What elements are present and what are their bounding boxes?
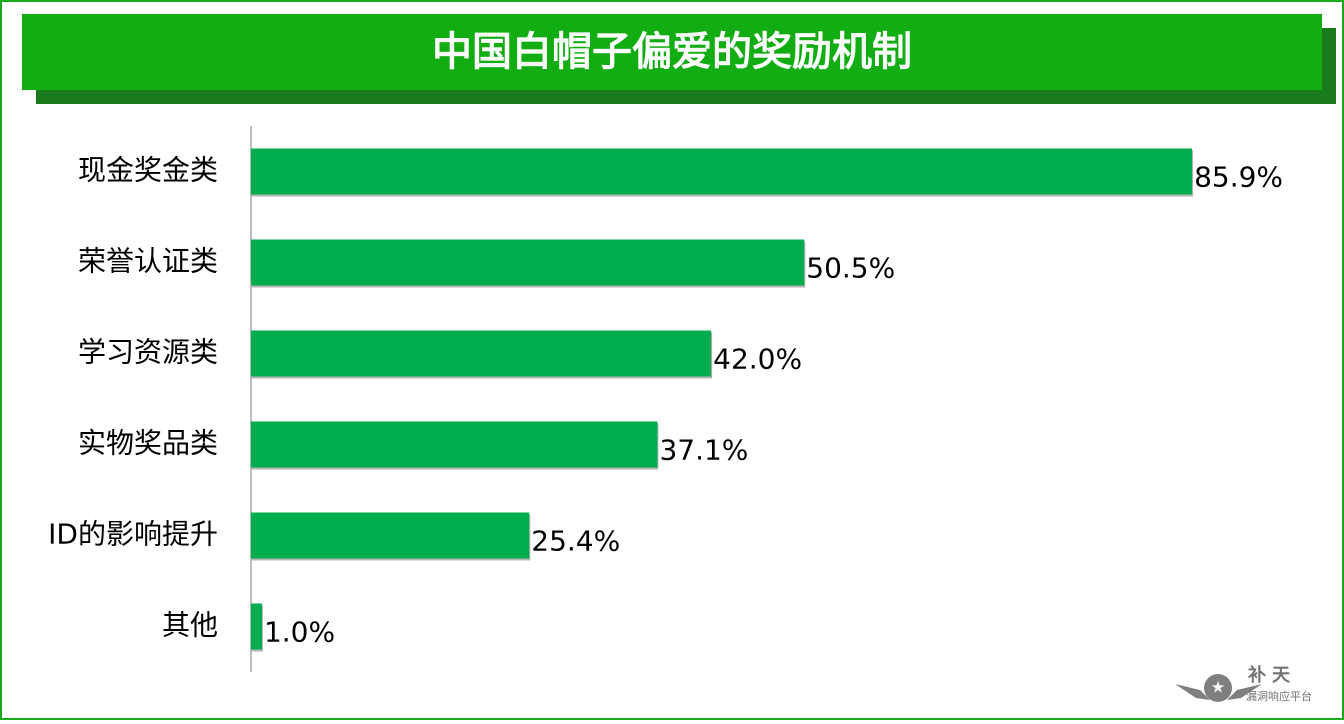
value-label: 85.9% — [1194, 161, 1283, 194]
category-label: 荣誉认证类 — [78, 245, 218, 278]
watermark: ★ 补天 漏洞响应平台 — [1175, 664, 1312, 703]
bar — [251, 512, 530, 559]
value-label: 42.0% — [713, 343, 802, 376]
bar — [251, 421, 658, 468]
watermark-star: ★ — [1211, 678, 1225, 697]
bar — [251, 330, 712, 377]
watermark-name: 补天 — [1247, 664, 1296, 686]
bar — [251, 603, 262, 650]
chart-title: 中国白帽子偏爱的奖励机制 — [432, 29, 912, 75]
value-label: 50.5% — [806, 252, 895, 285]
watermark-subtitle: 漏洞响应平台 — [1246, 689, 1312, 703]
category-label: ID的影响提升 — [48, 518, 218, 551]
value-label: 1.0% — [264, 616, 335, 649]
title-banner — [22, 14, 1322, 90]
category-label: 现金奖金类 — [78, 154, 218, 187]
bar — [251, 239, 805, 286]
value-label: 25.4% — [531, 525, 620, 558]
category-label: 其他 — [162, 609, 218, 642]
watermark-wings — [1175, 684, 1262, 700]
value-label: 37.1% — [659, 434, 748, 467]
bar — [251, 148, 1193, 195]
category-label: 实物奖品类 — [78, 427, 218, 460]
watermark-badge — [1204, 674, 1232, 702]
category-label: 学习资源类 — [78, 336, 218, 369]
